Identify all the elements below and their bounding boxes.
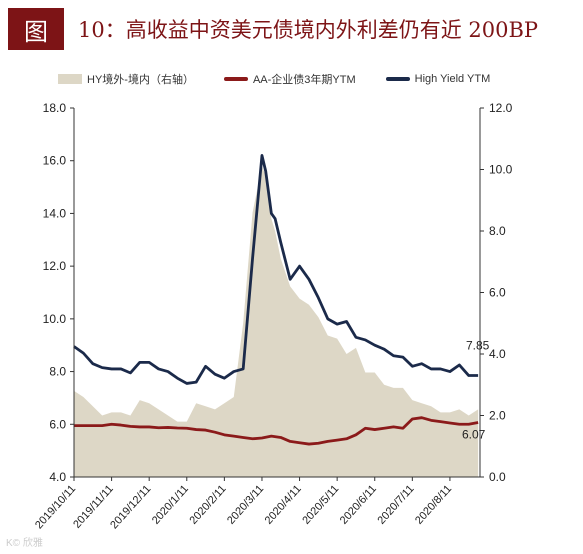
- right-tick-label: 8.0: [489, 224, 506, 238]
- figure-header: 图 10：高收益中资美元债境内外利差仍有近 200BP: [0, 0, 583, 58]
- x-tick-label: 2020/1/11: [150, 483, 191, 527]
- watermark: K© 欣雅: [6, 538, 43, 549]
- x-tick-label: 2020/4/11: [263, 483, 304, 527]
- legend-label-spread: HY境外-境内（右轴）: [87, 74, 194, 86]
- x-tick-label: 2020/2/11: [187, 483, 228, 527]
- right-tick-label: 0.0: [489, 470, 506, 484]
- spread-area-layer: [74, 166, 479, 478]
- annotation-hy-last: 7.85: [466, 339, 490, 353]
- spread-area: [74, 166, 479, 478]
- left-tick-label: 4.0: [49, 470, 66, 484]
- x-tick-label: 2019/12/11: [108, 483, 153, 531]
- legend-swatch-hy: [385, 77, 410, 81]
- x-tick-label: 2020/5/11: [300, 483, 341, 527]
- legend-swatch-spread: [58, 74, 82, 84]
- right-tick-label: 4.0: [489, 347, 506, 361]
- legend-item-hy: High Yield YTM: [385, 73, 491, 85]
- legend-swatch-aa: [223, 77, 248, 81]
- right-tick-label: 6.0: [489, 286, 506, 300]
- x-tick-label: 2020/6/11: [338, 483, 379, 527]
- right-tick-label: 10.0: [489, 163, 513, 177]
- line-layer: [73, 154, 479, 446]
- legend-label-aa: AA-企业债3年期YTM: [252, 74, 356, 86]
- chart-title: 10：高收益中资美元债境内外利差仍有近 200BP: [78, 18, 539, 42]
- left-tick-label: 14.0: [43, 206, 67, 220]
- left-tick-label: 10.0: [43, 312, 67, 326]
- legend-label-hy: High Yield YTM: [414, 73, 491, 85]
- right-tick-label: 12.0: [489, 101, 513, 115]
- annotation-aa-last: 6.07: [462, 427, 486, 441]
- left-tick-label: 16.0: [43, 154, 67, 168]
- left-tick-label: 6.0: [49, 417, 66, 431]
- x-tick-label: 2020/7/11: [375, 483, 416, 527]
- left-tick-label: 8.0: [49, 365, 66, 379]
- chart-legend: HY境外-境内（右轴） AA-企业债3年期YTM High Yield YTM: [58, 70, 520, 88]
- x-tick-label: 2020/3/11: [225, 483, 266, 527]
- legend-item-aa: AA-企业债3年期YTM: [223, 71, 356, 87]
- axis-layer: [70, 107, 484, 481]
- figure-label-badge: 图: [8, 8, 64, 50]
- x-tick-label: 2020/8/11: [413, 483, 454, 527]
- high-yield-line: [73, 154, 479, 385]
- left-tick-label: 12.0: [43, 259, 67, 273]
- legend-item-spread: HY境外-境内（右轴）: [58, 71, 194, 87]
- aa-yield-line: [74, 416, 479, 446]
- left-tick-label: 18.0: [43, 101, 67, 115]
- right-tick-label: 2.0: [489, 409, 506, 423]
